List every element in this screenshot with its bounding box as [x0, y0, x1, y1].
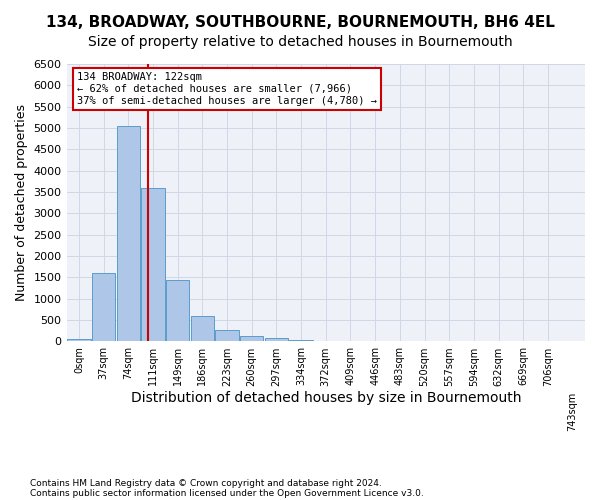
- Y-axis label: Number of detached properties: Number of detached properties: [15, 104, 28, 301]
- Bar: [141, 188, 164, 342]
- Bar: [289, 340, 313, 342]
- Bar: [92, 273, 115, 342]
- Bar: [191, 316, 214, 342]
- Text: Contains public sector information licensed under the Open Government Licence v3: Contains public sector information licen…: [30, 488, 424, 498]
- Text: 134 BROADWAY: 122sqm
← 62% of detached houses are smaller (7,966)
37% of semi-de: 134 BROADWAY: 122sqm ← 62% of detached h…: [77, 72, 377, 106]
- Text: 134, BROADWAY, SOUTHBOURNE, BOURNEMOUTH, BH6 4EL: 134, BROADWAY, SOUTHBOURNE, BOURNEMOUTH,…: [46, 15, 554, 30]
- X-axis label: Distribution of detached houses by size in Bournemouth: Distribution of detached houses by size …: [131, 392, 521, 406]
- Bar: [166, 280, 190, 342]
- Bar: [240, 336, 263, 342]
- Bar: [265, 338, 288, 342]
- Text: Size of property relative to detached houses in Bournemouth: Size of property relative to detached ho…: [88, 35, 512, 49]
- Bar: [215, 330, 239, 342]
- Bar: [116, 126, 140, 342]
- Text: Contains HM Land Registry data © Crown copyright and database right 2024.: Contains HM Land Registry data © Crown c…: [30, 478, 382, 488]
- Bar: [67, 340, 91, 342]
- Text: 743sqm: 743sqm: [568, 392, 578, 430]
